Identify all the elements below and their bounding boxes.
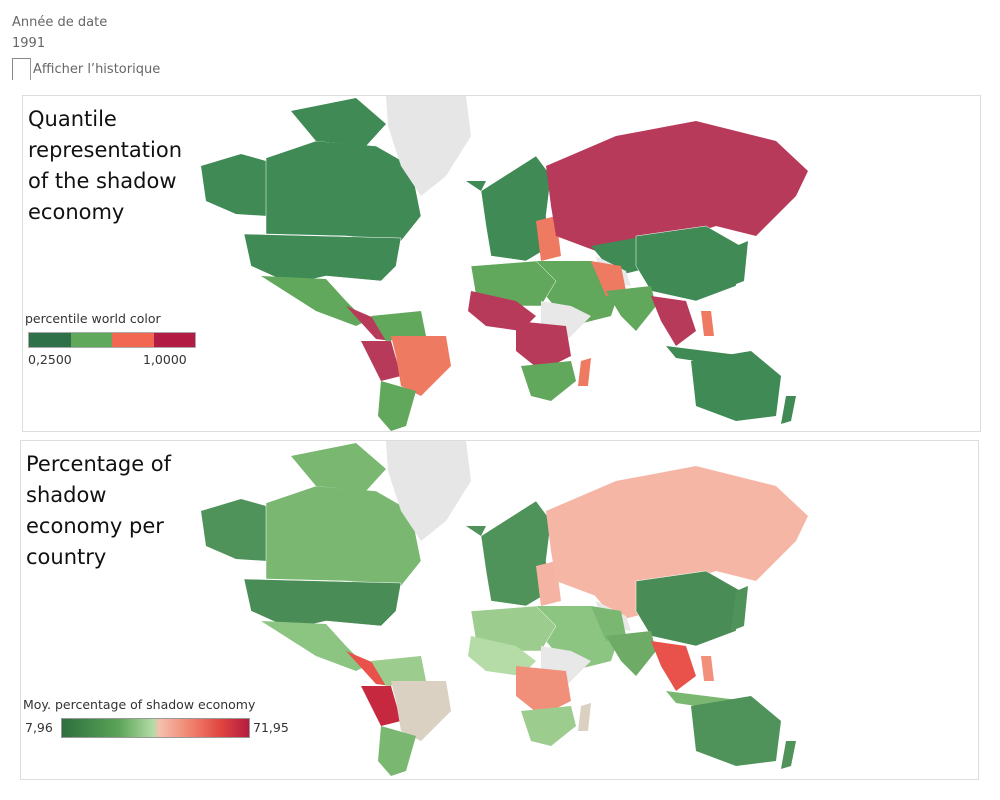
title-line: shadow bbox=[26, 483, 107, 507]
legend-swatch-q2 bbox=[70, 333, 112, 347]
title-line: economy bbox=[28, 200, 125, 224]
legend-max-label: 1,0000 bbox=[143, 352, 187, 367]
colombia-venezuela bbox=[371, 311, 426, 341]
legend-max-label: 71,95 bbox=[253, 720, 289, 735]
argentina-chile bbox=[378, 381, 416, 431]
legend-min-label: 7,96 bbox=[25, 720, 53, 735]
central-america bbox=[346, 306, 391, 341]
usa bbox=[243, 233, 402, 285]
title-line: Percentage of bbox=[26, 452, 172, 476]
alaska bbox=[201, 154, 268, 216]
greenland bbox=[386, 441, 471, 541]
legend-title: Moy. percentage of shadow economy bbox=[23, 697, 256, 712]
brazil bbox=[391, 336, 451, 396]
china bbox=[635, 225, 742, 302]
legend-swatch-q3 bbox=[112, 333, 154, 347]
checkbox-box[interactable] bbox=[12, 58, 31, 80]
alaska bbox=[201, 499, 268, 561]
southern-africa bbox=[521, 361, 576, 401]
central-america bbox=[346, 651, 391, 686]
west-africa bbox=[468, 636, 536, 676]
india bbox=[606, 631, 656, 676]
show-history-checkbox[interactable]: Afficher l’historique bbox=[12, 58, 160, 80]
legend-swatch-q1 bbox=[29, 333, 71, 347]
madagascar bbox=[578, 358, 591, 386]
central-africa bbox=[516, 666, 571, 716]
japan bbox=[731, 586, 748, 631]
colombia-venezuela bbox=[371, 656, 426, 686]
russia bbox=[546, 466, 808, 596]
title-line: country bbox=[26, 545, 107, 569]
legend-swatch-q4 bbox=[153, 333, 195, 347]
philippines bbox=[701, 311, 714, 336]
year-filter-value[interactable]: 1991 bbox=[12, 36, 46, 51]
percentage-world-map[interactable] bbox=[196, 441, 808, 777]
brazil bbox=[391, 681, 451, 741]
title-line: of the shadow bbox=[28, 169, 177, 193]
usa bbox=[243, 578, 402, 630]
japan bbox=[731, 241, 748, 286]
southern-africa bbox=[521, 706, 576, 746]
se-asia-mainland bbox=[651, 296, 696, 346]
new-zealand bbox=[781, 741, 796, 769]
australia bbox=[691, 696, 781, 766]
quantile-color-legend[interactable] bbox=[28, 332, 196, 348]
new-zealand bbox=[781, 396, 796, 424]
title-line: economy per bbox=[26, 514, 164, 538]
percentage-color-legend[interactable] bbox=[61, 718, 250, 738]
india bbox=[606, 286, 656, 331]
show-history-label: Afficher l’historique bbox=[33, 61, 161, 77]
china bbox=[635, 570, 742, 647]
panel-title: Quantile representation of the shadow ec… bbox=[28, 104, 182, 228]
peru bbox=[361, 686, 401, 726]
mexico bbox=[261, 276, 366, 326]
iran bbox=[591, 261, 626, 296]
legend-title: percentile world color bbox=[25, 311, 161, 326]
central-africa bbox=[516, 321, 571, 371]
percentage-map-panel: Percentage of shadow economy per country… bbox=[20, 440, 979, 780]
west-africa bbox=[468, 291, 536, 331]
mexico bbox=[261, 621, 366, 671]
argentina-chile bbox=[378, 726, 416, 776]
legend-min-label: 0,2500 bbox=[28, 352, 72, 367]
iceland bbox=[466, 526, 486, 536]
title-line: Quantile bbox=[28, 107, 117, 131]
arctic-islands bbox=[291, 98, 386, 146]
quantile-map-panel: Quantile representation of the shadow ec… bbox=[22, 95, 981, 432]
se-asia-mainland bbox=[651, 641, 696, 691]
iceland bbox=[466, 181, 486, 191]
peru bbox=[361, 341, 401, 381]
australia bbox=[691, 351, 781, 421]
greenland bbox=[386, 96, 471, 196]
panel-title: Percentage of shadow economy per country bbox=[26, 449, 171, 573]
russia bbox=[546, 121, 808, 251]
arctic-islands bbox=[291, 443, 386, 491]
madagascar bbox=[578, 703, 591, 731]
title-line: representation bbox=[28, 138, 183, 162]
philippines bbox=[701, 656, 714, 681]
iran bbox=[591, 606, 626, 641]
quantile-world-map[interactable] bbox=[196, 96, 808, 432]
year-filter-label: Année de date bbox=[12, 15, 108, 30]
